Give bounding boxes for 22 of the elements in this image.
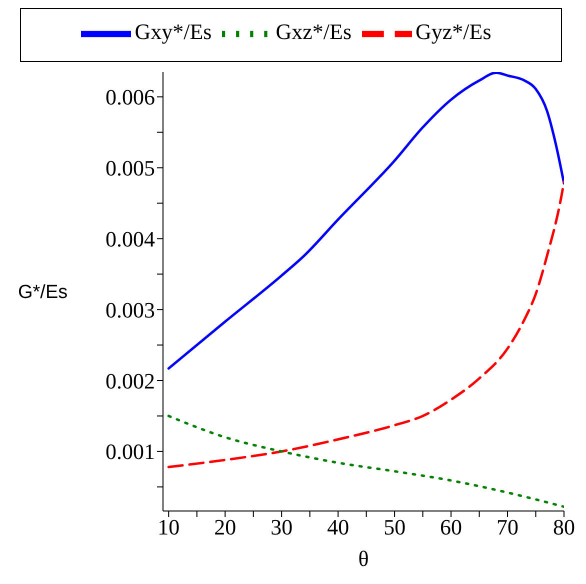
line-series bbox=[167, 180, 564, 468]
x-tick-label: 50 bbox=[384, 514, 406, 540]
y-tick-label: 0.006 bbox=[106, 84, 155, 110]
y-tick-label: 0.004 bbox=[106, 226, 155, 252]
x-tick-label: 10 bbox=[158, 514, 180, 540]
line-series bbox=[167, 72, 564, 370]
y-tick-label: 0.005 bbox=[106, 156, 155, 181]
y-tick-label: 0.001 bbox=[106, 439, 155, 464]
y-axis-title: G*/Es bbox=[18, 282, 68, 304]
x-tick-label: 70 bbox=[496, 514, 519, 540]
x-tick-label: 20 bbox=[214, 514, 236, 540]
legend-label: Gyz*/Es bbox=[416, 19, 492, 44]
x-tick-label: 60 bbox=[440, 514, 462, 540]
x-axis-title: θ bbox=[358, 546, 369, 571]
x-tick-label: 80 bbox=[553, 514, 575, 540]
x-tick-label: 40 bbox=[327, 514, 350, 540]
line-series bbox=[167, 414, 564, 508]
x-tick-label: 30 bbox=[270, 514, 293, 540]
legend-label: Gxz*/Es bbox=[276, 19, 352, 44]
y-tick-label: 0.002 bbox=[106, 368, 155, 394]
y-tick-label: 0.003 bbox=[106, 297, 155, 322]
legend-label: Gxy*/Es bbox=[134, 19, 212, 44]
